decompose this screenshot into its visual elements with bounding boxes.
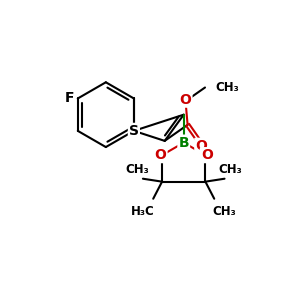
Text: CH₃: CH₃ bbox=[215, 81, 239, 94]
Text: B: B bbox=[178, 136, 189, 150]
Text: O: O bbox=[201, 148, 213, 162]
Text: F: F bbox=[65, 92, 74, 106]
Text: CH₃: CH₃ bbox=[125, 163, 149, 176]
Text: CH₃: CH₃ bbox=[219, 163, 242, 176]
Text: S: S bbox=[129, 124, 139, 138]
Text: O: O bbox=[154, 148, 166, 162]
Text: O: O bbox=[180, 93, 191, 107]
Text: O: O bbox=[195, 139, 207, 153]
Text: H₃C: H₃C bbox=[131, 205, 155, 218]
Text: CH₃: CH₃ bbox=[213, 205, 236, 218]
